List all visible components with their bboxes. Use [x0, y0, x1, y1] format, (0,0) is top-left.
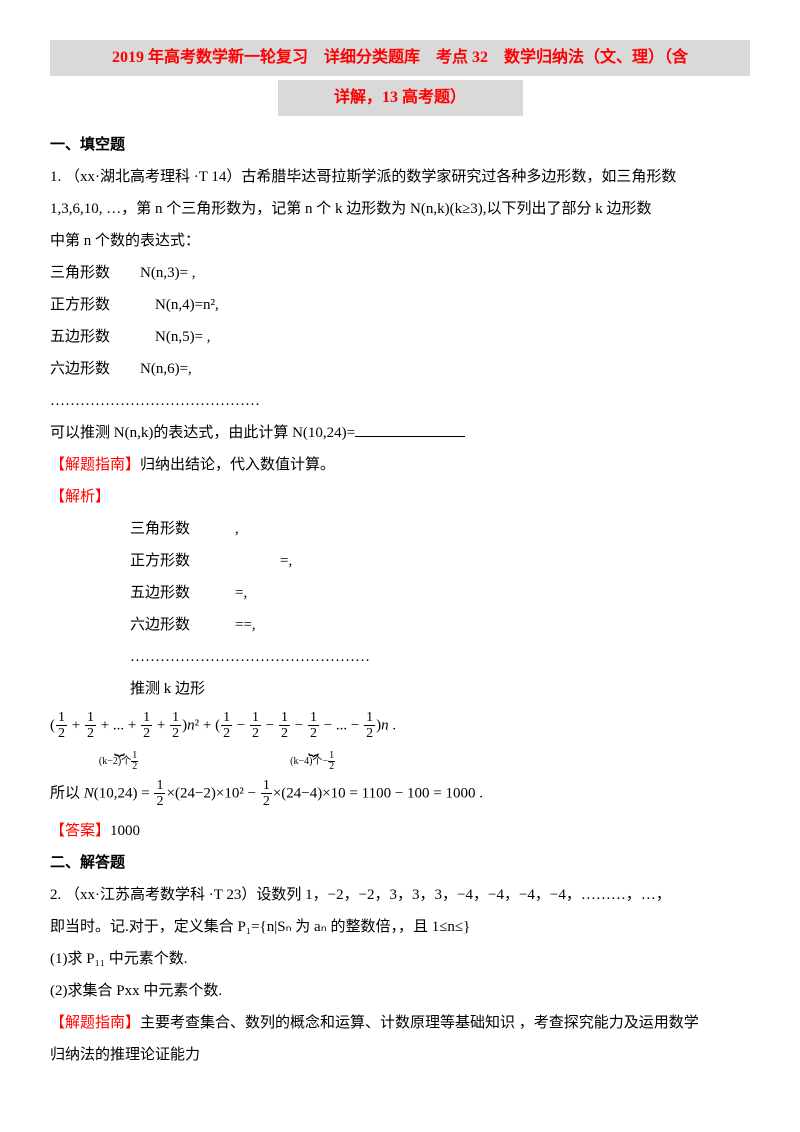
analysis-dots: …………………………………………: [130, 642, 750, 672]
section1-heading: 一、填空题: [50, 130, 750, 160]
analysis-pent: 五边形数 =,: [130, 578, 750, 608]
result-formula: 所以 N(10,24) = 12×(24−2)×10² − 12×(24−4)×…: [50, 778, 750, 810]
poly-pent: 五边形数 N(n,5)= ,: [50, 322, 750, 352]
analysis-label: 【解析】: [50, 482, 750, 512]
q2-line2: 即当时。记.对于，定义集合 P₁={n|Sₙ 为 aₙ 的整数倍，，且 1≤n≤…: [50, 912, 750, 942]
q1-text-line2: 1,3,6,10, …，第 n 个三角形数为，记第 n 个 k 边形数为 N(n…: [50, 194, 750, 224]
underbrace-1: 12 + 12 + ... + 12 + 12 ⏟ (k−2)个12: [55, 710, 182, 772]
page-title-line1: 2019 年高考数学新一轮复习 详细分类题库 考点 32 数学归纳法（文、理）（…: [50, 40, 750, 76]
poly-hex: 六边形数 N(n,6)=,: [50, 354, 750, 384]
infer-line: 可以推测 N(n,k)的表达式，由此计算 N(10,24)=: [50, 418, 750, 448]
hint-text: 归纳出结论，代入数值计算。: [140, 457, 335, 473]
q2-line1: 2. （xx·江苏高考数学科 ·T 23）设数列 1，−2，−2，3，3，3，−…: [50, 880, 750, 910]
underbrace-2: 12 − 12 − 12 − ... − 12 ⏟ (k−4)个−12: [249, 710, 376, 772]
answer-text: 1000: [110, 823, 140, 839]
infer-prefix: 可以推测 N(n,k)的表达式，由此计算 N(10,24)=: [50, 425, 355, 441]
q2-hint-label: 【解题指南】: [50, 1015, 140, 1031]
blank-underline: [355, 421, 465, 437]
ub2-label-prefix: (k−4)个−: [290, 756, 328, 767]
poly-tri: 三角形数 N(n,3)= ,: [50, 258, 750, 288]
page-title-line2: 详解，13 高考题）: [278, 80, 523, 116]
q2-hint-text: 主要考查集合、数列的概念和运算、计数原理等基础知识 ，考查探究能力及运用数学: [140, 1015, 699, 1031]
q1-text-line3: 中第 n 个数的表达式：: [50, 226, 750, 256]
analysis-sq: 正方形数 =,: [130, 546, 750, 576]
hint-label: 【解题指南】: [50, 457, 140, 473]
ub1-label-prefix: (k−2)个: [99, 756, 131, 767]
q2-hint-line: 【解题指南】主要考查集合、数列的概念和运算、计数原理等基础知识 ，考查探究能力及…: [50, 1008, 750, 1038]
analysis-hex: 六边形数 ==,: [130, 610, 750, 640]
big-formula: ( 12 + 12 + ... + 12 + 12 ⏟ (k−2)个12 )n²…: [50, 710, 750, 772]
poly-dots: ……………………………………: [50, 386, 750, 416]
analysis-tri: 三角形数 ,: [130, 514, 750, 544]
analysis-infer: 推测 k 边形: [130, 674, 750, 704]
analysis-block: 三角形数 , 正方形数 =, 五边形数 =, 六边形数 ==, ………………………: [130, 514, 750, 704]
answer-label: 【答案】: [50, 823, 110, 839]
result-prefix: 所以: [50, 785, 84, 801]
q1-text-line1: 1. （xx·湖北高考理科 ·T 14）古希腊毕达哥拉斯学派的数学家研究过各种多…: [50, 162, 750, 192]
q2-sub1: (1)求 P₁₁ 中元素个数.: [50, 944, 750, 974]
q2-sub2: (2)求集合 Pxx 中元素个数.: [50, 976, 750, 1006]
section2-heading: 二、解答题: [50, 848, 750, 878]
result-mid: ×(24−2)×10² −: [166, 785, 259, 801]
result-tail: ×(24−4)×10 = 1100 − 100 = 1000 .: [273, 785, 483, 801]
poly-sq: 正方形数 N(n,4)=n²,: [50, 290, 750, 320]
hint-line: 【解题指南】归纳出结论，代入数值计算。: [50, 450, 750, 480]
answer-line: 【答案】1000: [50, 816, 750, 846]
q2-hint-line2: 归纳法的推理论证能力: [50, 1040, 750, 1070]
